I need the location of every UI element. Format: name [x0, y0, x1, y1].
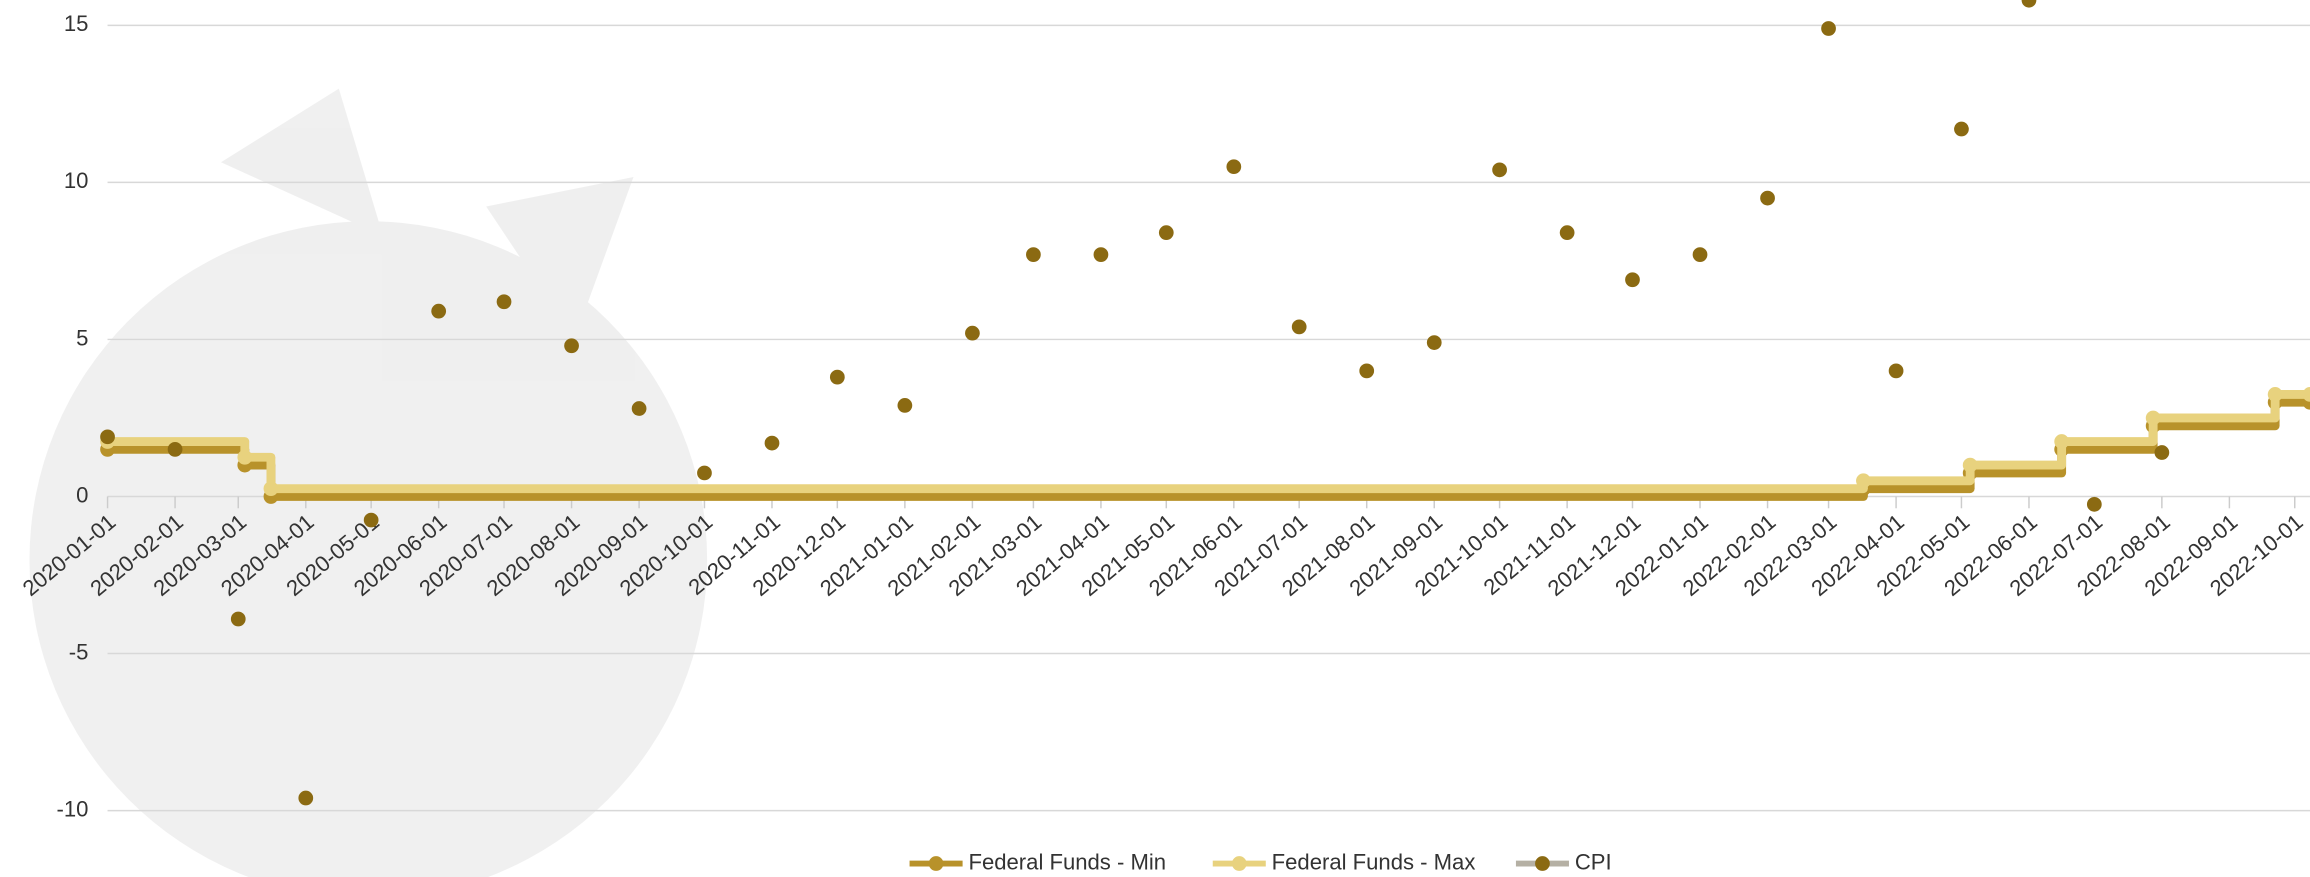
legend-marker [1232, 856, 1247, 871]
point [1094, 247, 1109, 262]
point [898, 398, 913, 413]
point [1963, 458, 1978, 473]
y-tick-label: 0 [76, 482, 88, 507]
point [1760, 191, 1775, 206]
point [364, 513, 379, 528]
point [2022, 0, 2037, 8]
chart: -10-50510152020-01-012020-02-012020-03-0… [0, 0, 2310, 877]
point [497, 294, 512, 309]
point [1889, 363, 1904, 378]
point [830, 370, 845, 385]
point [1821, 21, 1836, 36]
y-tick-label: -10 [56, 796, 88, 821]
legend-label: CPI [1575, 849, 1612, 874]
y-tick-label: 10 [64, 168, 89, 193]
point [1693, 247, 1708, 262]
point [1625, 272, 1640, 287]
point [1954, 122, 1969, 137]
point [765, 436, 780, 451]
point [1427, 335, 1442, 350]
point [1492, 162, 1507, 177]
point [1359, 363, 1374, 378]
point [231, 612, 246, 627]
legend-marker [929, 856, 944, 871]
point [1026, 247, 1041, 262]
point [1856, 473, 1871, 488]
point [237, 450, 252, 465]
y-tick-label: 15 [64, 11, 89, 36]
point [2146, 411, 2161, 426]
point [1159, 225, 1174, 240]
point [1560, 225, 1575, 240]
legend: Federal Funds - Min Federal Funds - Max CP… [910, 849, 1612, 874]
legend-marker [1535, 856, 1550, 871]
point [264, 481, 279, 496]
point [632, 401, 647, 416]
legend-label: Federal Funds - Min [968, 849, 1166, 874]
point [697, 466, 712, 481]
y-tick-label: -5 [69, 639, 89, 664]
point [965, 326, 980, 341]
point [2154, 445, 2169, 460]
point [2268, 387, 2283, 402]
point [100, 429, 115, 444]
point [564, 338, 579, 353]
point [168, 442, 183, 457]
point [298, 791, 313, 806]
legend-label: Federal Funds - Max [1272, 849, 1476, 874]
point [1292, 320, 1307, 335]
y-tick-label: 5 [76, 325, 88, 350]
point [1226, 159, 1241, 174]
watermark [29, 89, 707, 877]
point [431, 304, 446, 319]
point [2054, 434, 2069, 449]
point [2087, 497, 2102, 512]
